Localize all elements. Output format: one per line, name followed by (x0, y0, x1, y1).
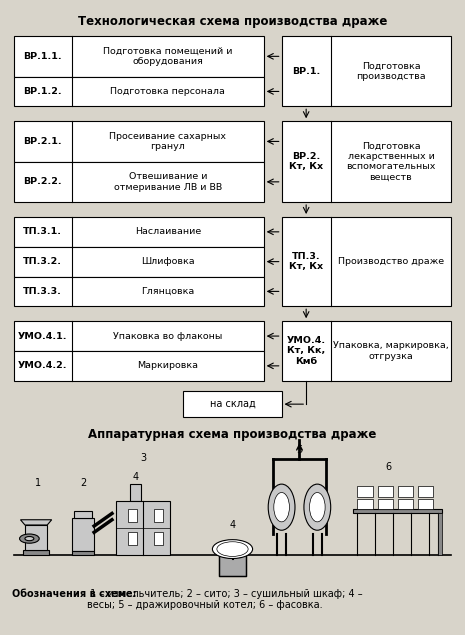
Text: Шлифовка: Шлифовка (141, 257, 194, 266)
Text: ТП.3.3.: ТП.3.3. (23, 287, 62, 296)
Circle shape (217, 542, 248, 556)
Bar (224, 556, 241, 558)
Bar (14, 36, 264, 77)
Bar (358, 499, 373, 509)
Text: Упаковка, маркировка,
отгрузка: Упаковка, маркировка, отгрузка (333, 341, 449, 361)
Bar (154, 509, 163, 522)
Bar (14, 321, 264, 351)
Text: 4: 4 (133, 472, 139, 482)
Bar (72, 518, 94, 551)
Text: Подготовка персонала: Подготовка персонала (110, 87, 225, 96)
Text: Подготовка помещений и
оборудования: Подготовка помещений и оборудования (103, 46, 232, 66)
Bar (74, 511, 92, 518)
Text: УМО.4.
Кт, Кк,
Кмб: УМО.4. Кт, Кк, Кмб (286, 336, 326, 366)
Text: 4: 4 (229, 520, 236, 530)
Text: ВР.1.: ВР.1. (292, 67, 320, 76)
Bar (418, 499, 433, 509)
Text: ВР.1.1.: ВР.1.1. (23, 52, 62, 61)
Text: Отвешивание и
отмеривание ЛВ и ВВ: Отвешивание и отмеривание ЛВ и ВВ (113, 172, 222, 192)
Text: ВР.1.2.: ВР.1.2. (23, 87, 62, 96)
Bar (282, 121, 451, 202)
Bar (282, 36, 451, 106)
Bar (438, 514, 442, 556)
Text: на склад: на склад (210, 399, 255, 409)
Bar (25, 525, 47, 550)
Text: УМО.4.1.: УМО.4.1. (18, 331, 67, 340)
Ellipse shape (304, 484, 331, 530)
Bar (398, 499, 413, 509)
Bar (358, 486, 373, 497)
Bar (14, 77, 264, 106)
Text: ВР.2.
Кт, Кх: ВР.2. Кт, Кх (289, 152, 323, 171)
Text: Просеивание сахарных
гранул: Просеивание сахарных гранул (109, 131, 226, 151)
Text: ВР.2.2.: ВР.2.2. (23, 177, 62, 186)
Bar (183, 391, 282, 417)
Text: ВР.2.1.: ВР.2.1. (23, 137, 62, 146)
Text: 3: 3 (140, 453, 146, 463)
Ellipse shape (268, 484, 295, 530)
Circle shape (20, 534, 39, 543)
Bar (353, 509, 442, 514)
Bar (127, 532, 137, 545)
Bar (378, 499, 393, 509)
Bar (130, 484, 141, 501)
Text: Глянцовка: Глянцовка (141, 287, 194, 296)
Bar (219, 556, 246, 577)
Ellipse shape (274, 493, 289, 522)
Text: 2: 2 (80, 478, 86, 488)
Bar (282, 321, 451, 381)
Ellipse shape (310, 493, 325, 522)
Text: Аппаратурная схема производства драже: Аппаратурная схема производства драже (88, 427, 377, 441)
Text: Подготовка
лекарственных и
вспомогательных
веществ: Подготовка лекарственных и вспомогательн… (346, 142, 436, 182)
Text: Производство драже: Производство драже (338, 257, 444, 266)
Text: Обозначения в схеме:: Обозначения в схеме: (12, 589, 136, 599)
Bar (14, 162, 264, 202)
Text: ТП.3.
Кт, Кх: ТП.3. Кт, Кх (289, 252, 323, 271)
Text: 1 – измельчитель; 2 – сито; 3 – сушильный шкаф; 4 –
весы; 5 – дражировочный коте: 1 – измельчитель; 2 – сито; 3 – сушильны… (87, 589, 363, 610)
Text: 1: 1 (35, 478, 41, 488)
Circle shape (25, 537, 34, 540)
Bar (14, 121, 264, 162)
Circle shape (213, 540, 252, 559)
Text: Подготовка
производства: Подготовка производства (356, 62, 426, 81)
Bar (154, 532, 163, 545)
Text: Технологическая схема производства драже: Технологическая схема производства драже (78, 15, 387, 28)
Text: УМО.4.2.: УМО.4.2. (18, 361, 67, 370)
Text: ТП.3.1.: ТП.3.1. (23, 227, 62, 236)
Text: ТП.3.2.: ТП.3.2. (23, 257, 62, 266)
Bar (14, 247, 264, 276)
Bar (378, 486, 393, 497)
Bar (72, 551, 94, 556)
Bar (14, 351, 264, 381)
Bar (14, 276, 264, 306)
Polygon shape (20, 519, 52, 525)
Bar (282, 217, 451, 306)
Text: Маркировка: Маркировка (137, 361, 198, 370)
Bar (418, 486, 433, 497)
Bar (398, 486, 413, 497)
Text: Упаковка во флаконы: Упаковка во флаконы (113, 331, 222, 340)
Text: 6: 6 (385, 462, 392, 472)
Bar (116, 501, 170, 556)
Text: Наслаивание: Наслаивание (135, 227, 201, 236)
Text: 5: 5 (296, 444, 303, 455)
Bar (23, 550, 49, 556)
Bar (14, 217, 264, 247)
Bar (127, 509, 137, 522)
